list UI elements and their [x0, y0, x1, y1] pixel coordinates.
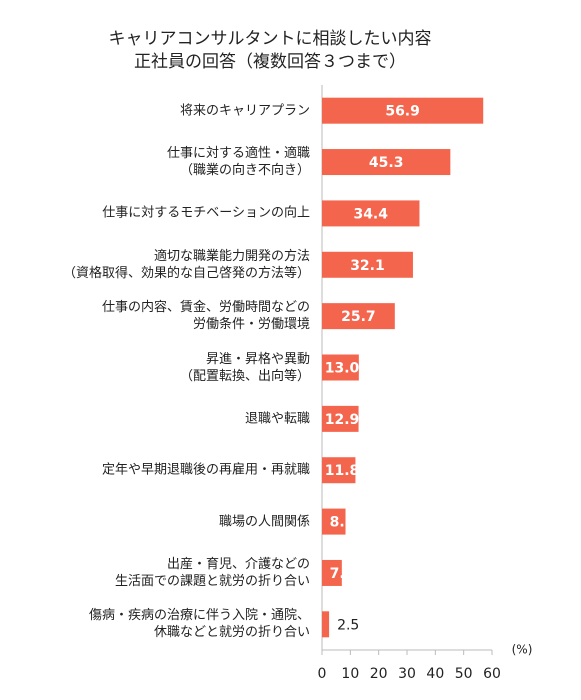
category-label: 職場の人間関係 [218, 514, 310, 530]
bar [322, 303, 395, 330]
value-label: 8.3 [330, 515, 355, 531]
bar [322, 251, 413, 278]
value-label: 34.4 [353, 206, 388, 222]
x-tick-label: 60 [483, 666, 501, 682]
x-tick-label: 40 [426, 666, 444, 682]
category-label: 仕事に対する適性・適職 （職業の向き不向き） [166, 146, 310, 179]
bar [322, 559, 342, 586]
x-tick-label: 50 [455, 666, 473, 682]
chart-subtitle: 正社員の回答（複数回答３つまで） [134, 52, 406, 72]
bar [322, 405, 359, 432]
value-label: 12.9 [325, 412, 360, 428]
bar [322, 508, 346, 535]
value-label: 2.5 [337, 617, 359, 633]
x-tick-label: 20 [370, 666, 388, 682]
value-label: 7.0 [330, 566, 355, 582]
value-label: 13.0 [325, 361, 360, 377]
value-label: 45.3 [369, 155, 404, 171]
category-label: 傷病・疾病の治療に伴う入院・通院、 休職などと就労の折り合い [88, 608, 310, 641]
category-label: 仕事に対するモチベーションの向上 [102, 205, 310, 221]
category-label: 将来のキャリアプラン [179, 103, 310, 119]
x-tick-label: 30 [398, 666, 416, 682]
bar [322, 97, 484, 124]
x-tick-label: 0 [318, 666, 327, 682]
bar [322, 611, 330, 638]
category-label: 退職や転職 [244, 411, 310, 427]
value-label: 25.7 [341, 309, 376, 325]
category-label: 適切な職業能力開発の方法 （資格取得、効果的な自己啓発の方法等） [62, 248, 310, 281]
chart-title: キャリアコンサルタントに相談したい内容 [108, 29, 432, 49]
x-unit: (%) [512, 643, 533, 657]
bar [322, 149, 451, 176]
bar [322, 354, 359, 381]
value-label: 56.9 [385, 104, 420, 120]
bar [322, 200, 420, 227]
category-label: 定年や早期退職後の再雇用・再就職 [101, 462, 310, 478]
category-label: 仕事の内容、賃金、労働時間などの 労働条件・労働環境 [101, 300, 310, 333]
category-label: 出産・育児、介護などの 生活面での課題と就労の折り合い [114, 556, 310, 589]
x-tick-label: 10 [341, 666, 359, 682]
bar [322, 457, 356, 484]
value-label: 32.1 [350, 258, 385, 274]
category-label: 昇進・昇格や異動 （配置転換、出向等） [179, 351, 310, 384]
value-label: 11.8 [325, 463, 360, 479]
